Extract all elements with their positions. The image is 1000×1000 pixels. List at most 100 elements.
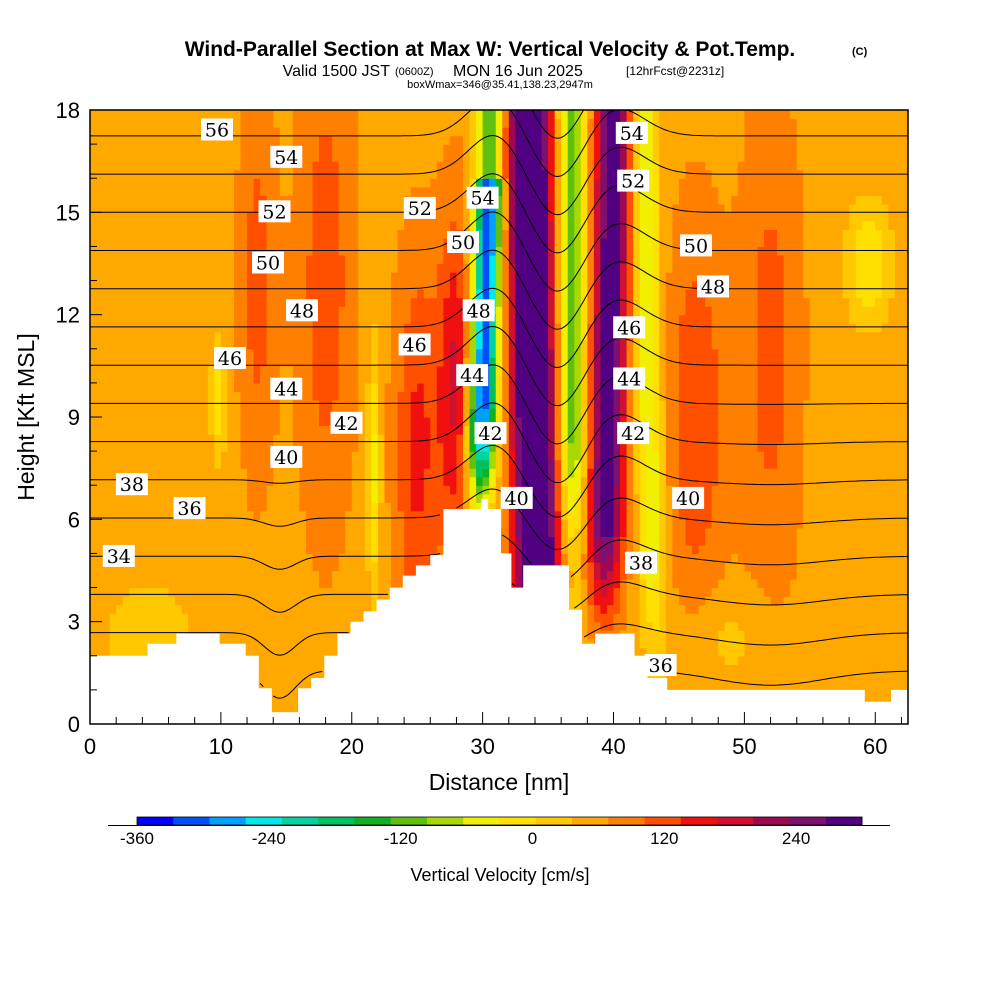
w-cell [502, 408, 510, 418]
w-cell [678, 561, 687, 572]
w-cell [377, 451, 386, 461]
w-cell [233, 561, 242, 572]
w-cell [521, 510, 530, 520]
w-cell [783, 434, 791, 444]
w-cell [534, 485, 543, 495]
w-cell [665, 596, 674, 606]
w-cell [194, 399, 202, 410]
w-cell [836, 519, 844, 529]
w-cell [109, 630, 117, 640]
w-cell [744, 587, 752, 597]
w-cell [816, 391, 824, 401]
w-cell [207, 425, 215, 435]
w-cell [672, 579, 680, 589]
w-cell [718, 647, 726, 657]
w-cell [875, 459, 883, 469]
w-cell [312, 621, 320, 631]
w-cell [122, 638, 130, 648]
w-cell [338, 502, 346, 512]
w-cell [790, 647, 798, 657]
w-cell [521, 442, 530, 452]
w-cell [129, 596, 137, 606]
w-cell [495, 417, 503, 427]
w-cell [711, 613, 719, 623]
w-cell [731, 502, 739, 512]
w-cell [705, 502, 713, 512]
w-cell [463, 399, 471, 410]
w-cell [135, 596, 143, 606]
w-cell [888, 664, 896, 674]
w-cell [188, 544, 196, 555]
w-cell [279, 596, 287, 606]
w-cell [672, 459, 680, 469]
w-cell [731, 417, 739, 427]
w-cell [875, 689, 883, 700]
w-cell [626, 621, 634, 631]
w-cell [233, 391, 242, 401]
w-cell [685, 604, 693, 614]
w-cell [521, 527, 530, 537]
w-cell [816, 544, 824, 555]
w-cell [783, 382, 791, 393]
w-cell [436, 417, 444, 427]
w-cell [580, 519, 588, 529]
w-cell [672, 434, 680, 444]
w-cell [253, 399, 261, 410]
w-cell [770, 672, 778, 682]
w-cell [148, 596, 157, 606]
w-cell [534, 434, 543, 444]
w-cell [567, 493, 575, 503]
w-cell [161, 417, 170, 427]
w-cell [279, 527, 287, 537]
w-cell [253, 604, 261, 614]
w-cell [397, 485, 405, 495]
w-cell [639, 630, 647, 640]
w-cell [90, 382, 98, 393]
w-cell [148, 451, 157, 461]
w-cell [305, 655, 314, 665]
w-cell [770, 655, 778, 665]
w-cell [868, 476, 876, 486]
w-cell [135, 587, 143, 597]
w-cell [155, 587, 163, 597]
w-cell [646, 468, 654, 478]
w-cell [253, 485, 261, 495]
w-cell [129, 382, 137, 393]
w-cell [888, 638, 896, 648]
w-cell [240, 519, 248, 529]
w-cell [456, 399, 464, 410]
w-cell [175, 408, 183, 418]
w-cell [312, 391, 320, 401]
w-cell [436, 382, 444, 393]
w-cell [796, 655, 804, 665]
w-cell [476, 493, 484, 503]
w-cell [541, 408, 549, 418]
w-cell [109, 493, 117, 503]
w-cell [593, 553, 602, 563]
w-cell [155, 596, 163, 606]
w-cell [803, 476, 811, 486]
w-cell [325, 613, 333, 623]
w-cell [364, 561, 372, 572]
w-cell [135, 544, 143, 555]
w-cell [888, 536, 896, 546]
w-cell [384, 391, 392, 401]
w-cell [770, 434, 778, 444]
w-cell [168, 613, 176, 623]
w-cell [207, 587, 215, 597]
w-cell [377, 493, 386, 503]
w-cell [142, 527, 150, 537]
w-cell [325, 425, 333, 435]
w-cell [849, 613, 857, 623]
w-cell [790, 536, 798, 546]
w-cell [711, 647, 719, 657]
w-cell [809, 630, 817, 640]
w-cell [469, 425, 477, 435]
w-cell [181, 527, 189, 537]
w-cell [305, 502, 314, 512]
w-cell [233, 544, 242, 555]
w-cell [233, 493, 242, 503]
w-cell [750, 468, 759, 478]
w-cell [613, 391, 621, 401]
w-cell [449, 451, 458, 461]
